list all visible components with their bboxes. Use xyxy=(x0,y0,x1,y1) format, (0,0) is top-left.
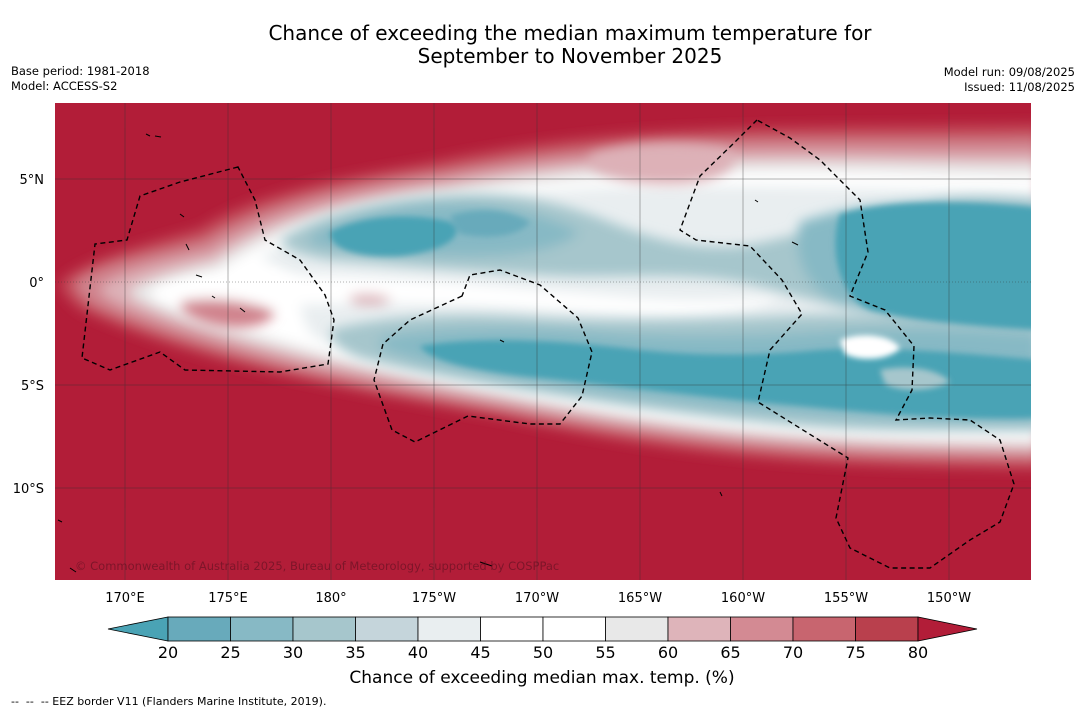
island xyxy=(185,243,190,251)
lon-label-180: 180° xyxy=(315,591,346,606)
island xyxy=(791,241,799,246)
lon-label-175e: 175°E xyxy=(208,591,248,606)
colorbar-tick-30: 30 xyxy=(282,643,304,662)
colorbar-tick-60: 60 xyxy=(657,643,679,662)
island xyxy=(179,213,185,218)
graticule xyxy=(55,103,1031,580)
colorbar-tick-55: 55 xyxy=(595,643,616,662)
colorbar-segment-25-30 xyxy=(230,616,294,642)
island xyxy=(195,274,203,278)
copyright-text: © Commonwealth of Australia 2025, Bureau… xyxy=(75,559,559,573)
lat-label-0: 0° xyxy=(29,276,44,291)
island xyxy=(754,199,759,203)
colorbar-tick-65: 65 xyxy=(720,643,741,662)
meta-right: Model run: 09/08/2025 Issued: 11/08/2025 xyxy=(944,65,1075,95)
colorbar-extend-low xyxy=(107,616,169,642)
equatorial-white-tongue xyxy=(150,274,780,316)
base-period: Base period: 1981-2018 xyxy=(11,64,150,78)
longitude-labels: 170°E 175°E 180° 175°W 170°W 165°W 160°W… xyxy=(105,591,971,606)
island xyxy=(499,339,505,343)
colorbar-segment-55-60 xyxy=(605,616,669,642)
colorbar-segment-65-70 xyxy=(730,616,794,642)
lon-label-170e: 170°E xyxy=(105,591,145,606)
colorbar-tick-80: 80 xyxy=(907,643,929,662)
island xyxy=(239,307,246,313)
meta-left: Base period: 1981-2018 Model: ACCESS-S2 xyxy=(11,64,150,94)
cool-core-north-centre xyxy=(450,210,530,237)
colorbar-segment-30-35 xyxy=(292,616,356,642)
warm-spot-east xyxy=(840,335,900,359)
island xyxy=(479,561,493,567)
colorbar-segment-20-25 xyxy=(167,616,231,642)
colorbar-title: Chance of exceeding median max. temp. (%… xyxy=(349,668,735,688)
island xyxy=(211,295,216,299)
model-name: Model: ACCESS-S2 xyxy=(11,79,118,93)
colorbar-tick-35: 35 xyxy=(345,643,366,662)
lon-label-155w: 155°W xyxy=(824,591,868,606)
issued-date: Issued: 11/08/2025 xyxy=(964,80,1075,94)
warm-patch-north xyxy=(590,143,735,185)
colorbar-tick-50: 50 xyxy=(532,643,554,662)
colorbar xyxy=(107,616,978,642)
colorbar-segment-70-75 xyxy=(792,616,856,642)
island xyxy=(57,519,63,523)
cool-core-east xyxy=(835,202,1031,330)
colorbar-segment-40-45 xyxy=(417,616,481,642)
lat-label-5n: 5°N xyxy=(20,173,45,188)
eez-legend-note: -- -- -- EEZ border V11 (Flanders Marine… xyxy=(11,695,327,708)
lon-label-165w: 165°W xyxy=(618,591,662,606)
lat-label-5s: 5°S xyxy=(21,379,44,394)
lat-label-10s: 10°S xyxy=(13,482,44,497)
eez-border-centre xyxy=(373,269,593,443)
light-patch-south-east xyxy=(880,367,950,390)
lon-label-170w: 170°W xyxy=(515,591,559,606)
eez-border-west xyxy=(81,166,335,373)
map-field xyxy=(55,103,1031,580)
lon-label-150w: 150°W xyxy=(927,591,971,606)
colorbar-tick-25: 25 xyxy=(220,643,241,662)
map-title-line-1: Chance of exceeding the median maximum t… xyxy=(268,21,872,45)
map-title-line-2: September to November 2025 xyxy=(417,44,723,68)
model-run: Model run: 09/08/2025 xyxy=(943,65,1075,79)
cool-core-south-east xyxy=(840,365,1007,415)
colorbar-segment-45-50 xyxy=(480,616,544,642)
colorbar-segment-60-65 xyxy=(667,616,731,642)
colorbar-tick-45: 45 xyxy=(470,643,491,662)
colorbar-tick-75: 75 xyxy=(845,643,866,662)
island xyxy=(69,567,77,573)
colorbar-tick-20: 20 xyxy=(157,643,179,662)
island xyxy=(154,135,162,138)
warm-patch-equator xyxy=(350,293,392,305)
island xyxy=(145,133,151,137)
colorbar-extend-high xyxy=(917,616,978,642)
colorbar-tick-40: 40 xyxy=(407,643,429,662)
eez-border-east xyxy=(679,119,1015,569)
cool-core-north-west xyxy=(330,216,457,257)
colorbar-segment-35-40 xyxy=(355,616,419,642)
colorbar-tick-70: 70 xyxy=(782,643,804,662)
lon-label-175w: 175°W xyxy=(412,591,456,606)
island xyxy=(719,491,723,497)
lon-label-160w: 160°W xyxy=(721,591,765,606)
eez-borders xyxy=(81,119,1015,569)
colorbar-segment-75-80 xyxy=(855,616,919,642)
latitude-labels: 5°N 0° 5°S 10°S xyxy=(13,173,44,497)
islands xyxy=(57,133,799,573)
warm-patch-west xyxy=(180,299,275,328)
colorbar-segment-50-55 xyxy=(542,616,606,642)
